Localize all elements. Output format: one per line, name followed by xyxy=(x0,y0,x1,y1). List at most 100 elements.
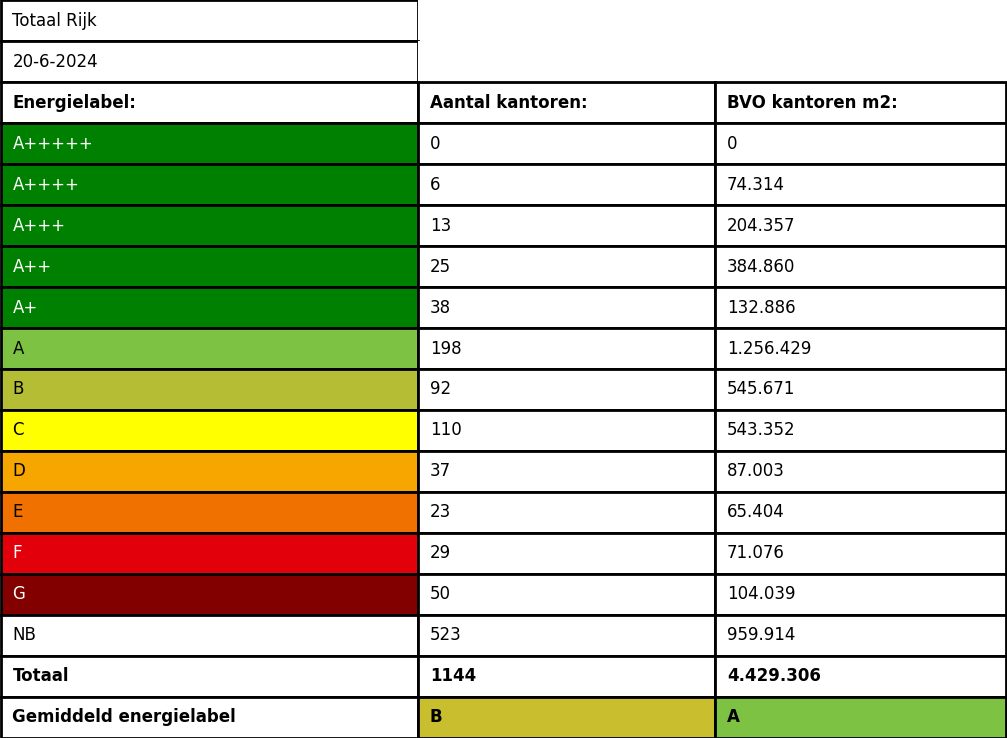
Bar xyxy=(0,123,418,165)
Text: 6: 6 xyxy=(430,176,440,194)
Bar xyxy=(0,287,418,328)
Text: 1.256.429: 1.256.429 xyxy=(727,339,811,357)
Bar xyxy=(715,328,1007,369)
Text: 25: 25 xyxy=(430,258,451,275)
Bar xyxy=(715,697,1007,737)
Text: NB: NB xyxy=(12,626,36,644)
Text: Totaal Rijk: Totaal Rijk xyxy=(12,12,98,30)
Bar xyxy=(0,41,418,83)
Text: 104.039: 104.039 xyxy=(727,585,796,603)
Text: E: E xyxy=(12,503,23,521)
Text: 50: 50 xyxy=(430,585,451,603)
Bar xyxy=(418,697,715,737)
Text: 959.914: 959.914 xyxy=(727,626,796,644)
Text: BVO kantoren m2:: BVO kantoren m2: xyxy=(727,94,897,112)
Text: 38: 38 xyxy=(430,299,451,317)
Bar xyxy=(715,83,1007,123)
Bar xyxy=(418,615,715,655)
Bar xyxy=(715,410,1007,451)
Text: 65.404: 65.404 xyxy=(727,503,784,521)
Bar xyxy=(715,369,1007,410)
Bar xyxy=(418,205,715,246)
Text: 204.357: 204.357 xyxy=(727,217,796,235)
Bar xyxy=(0,573,418,615)
Bar xyxy=(418,573,715,615)
Text: A+++: A+++ xyxy=(12,217,65,235)
Text: A+: A+ xyxy=(12,299,37,317)
Bar xyxy=(418,492,715,533)
Bar xyxy=(0,492,418,533)
Bar xyxy=(715,492,1007,533)
Text: Aantal kantoren:: Aantal kantoren: xyxy=(430,94,588,112)
Text: 0: 0 xyxy=(727,135,737,153)
Bar xyxy=(715,451,1007,492)
Bar xyxy=(418,287,715,328)
Text: 74.314: 74.314 xyxy=(727,176,784,194)
Text: F: F xyxy=(12,544,22,562)
Text: C: C xyxy=(12,421,24,439)
Text: A++: A++ xyxy=(12,258,51,275)
Text: 37: 37 xyxy=(430,463,451,480)
Text: 110: 110 xyxy=(430,421,462,439)
Bar xyxy=(715,123,1007,165)
Bar xyxy=(0,410,418,451)
Text: 523: 523 xyxy=(430,626,462,644)
Bar xyxy=(0,83,418,123)
Bar xyxy=(715,615,1007,655)
Bar xyxy=(418,655,715,697)
Text: A++++: A++++ xyxy=(12,176,80,194)
Text: 23: 23 xyxy=(430,503,451,521)
Bar xyxy=(715,205,1007,246)
Bar xyxy=(715,246,1007,287)
Bar xyxy=(0,697,418,737)
Bar xyxy=(0,1,418,41)
Bar xyxy=(715,287,1007,328)
Bar xyxy=(0,655,418,697)
Text: Totaal: Totaal xyxy=(12,667,69,685)
Bar xyxy=(715,573,1007,615)
Bar xyxy=(0,615,418,655)
Text: A: A xyxy=(727,708,739,726)
Bar xyxy=(418,165,715,205)
Text: 384.860: 384.860 xyxy=(727,258,796,275)
Text: Gemiddeld energielabel: Gemiddeld energielabel xyxy=(12,708,237,726)
Text: 71.076: 71.076 xyxy=(727,544,784,562)
Bar xyxy=(0,369,418,410)
Text: 13: 13 xyxy=(430,217,451,235)
Text: Energielabel:: Energielabel: xyxy=(12,94,136,112)
Bar xyxy=(0,451,418,492)
Text: 4.429.306: 4.429.306 xyxy=(727,667,821,685)
Text: D: D xyxy=(12,463,25,480)
Text: A+++++: A+++++ xyxy=(12,135,94,153)
Text: 198: 198 xyxy=(430,339,461,357)
Text: 0: 0 xyxy=(430,135,440,153)
Bar xyxy=(0,328,418,369)
Text: G: G xyxy=(12,585,25,603)
Bar xyxy=(418,41,1007,83)
Text: 20-6-2024: 20-6-2024 xyxy=(12,53,98,71)
Bar xyxy=(0,533,418,573)
Bar xyxy=(418,1,1007,41)
Text: 543.352: 543.352 xyxy=(727,421,796,439)
Text: 1144: 1144 xyxy=(430,667,476,685)
Bar xyxy=(418,83,715,123)
Bar xyxy=(418,369,715,410)
Bar xyxy=(418,123,715,165)
Text: 29: 29 xyxy=(430,544,451,562)
Text: 92: 92 xyxy=(430,381,451,399)
Bar xyxy=(0,165,418,205)
Text: 132.886: 132.886 xyxy=(727,299,796,317)
Bar xyxy=(715,533,1007,573)
Bar xyxy=(715,165,1007,205)
Bar xyxy=(715,655,1007,697)
Bar xyxy=(418,246,715,287)
Text: B: B xyxy=(430,708,443,726)
Text: B: B xyxy=(12,381,24,399)
Bar xyxy=(418,533,715,573)
Text: A: A xyxy=(12,339,24,357)
Bar xyxy=(0,205,418,246)
Bar xyxy=(418,328,715,369)
Bar xyxy=(418,410,715,451)
Text: 87.003: 87.003 xyxy=(727,463,784,480)
Bar xyxy=(0,246,418,287)
